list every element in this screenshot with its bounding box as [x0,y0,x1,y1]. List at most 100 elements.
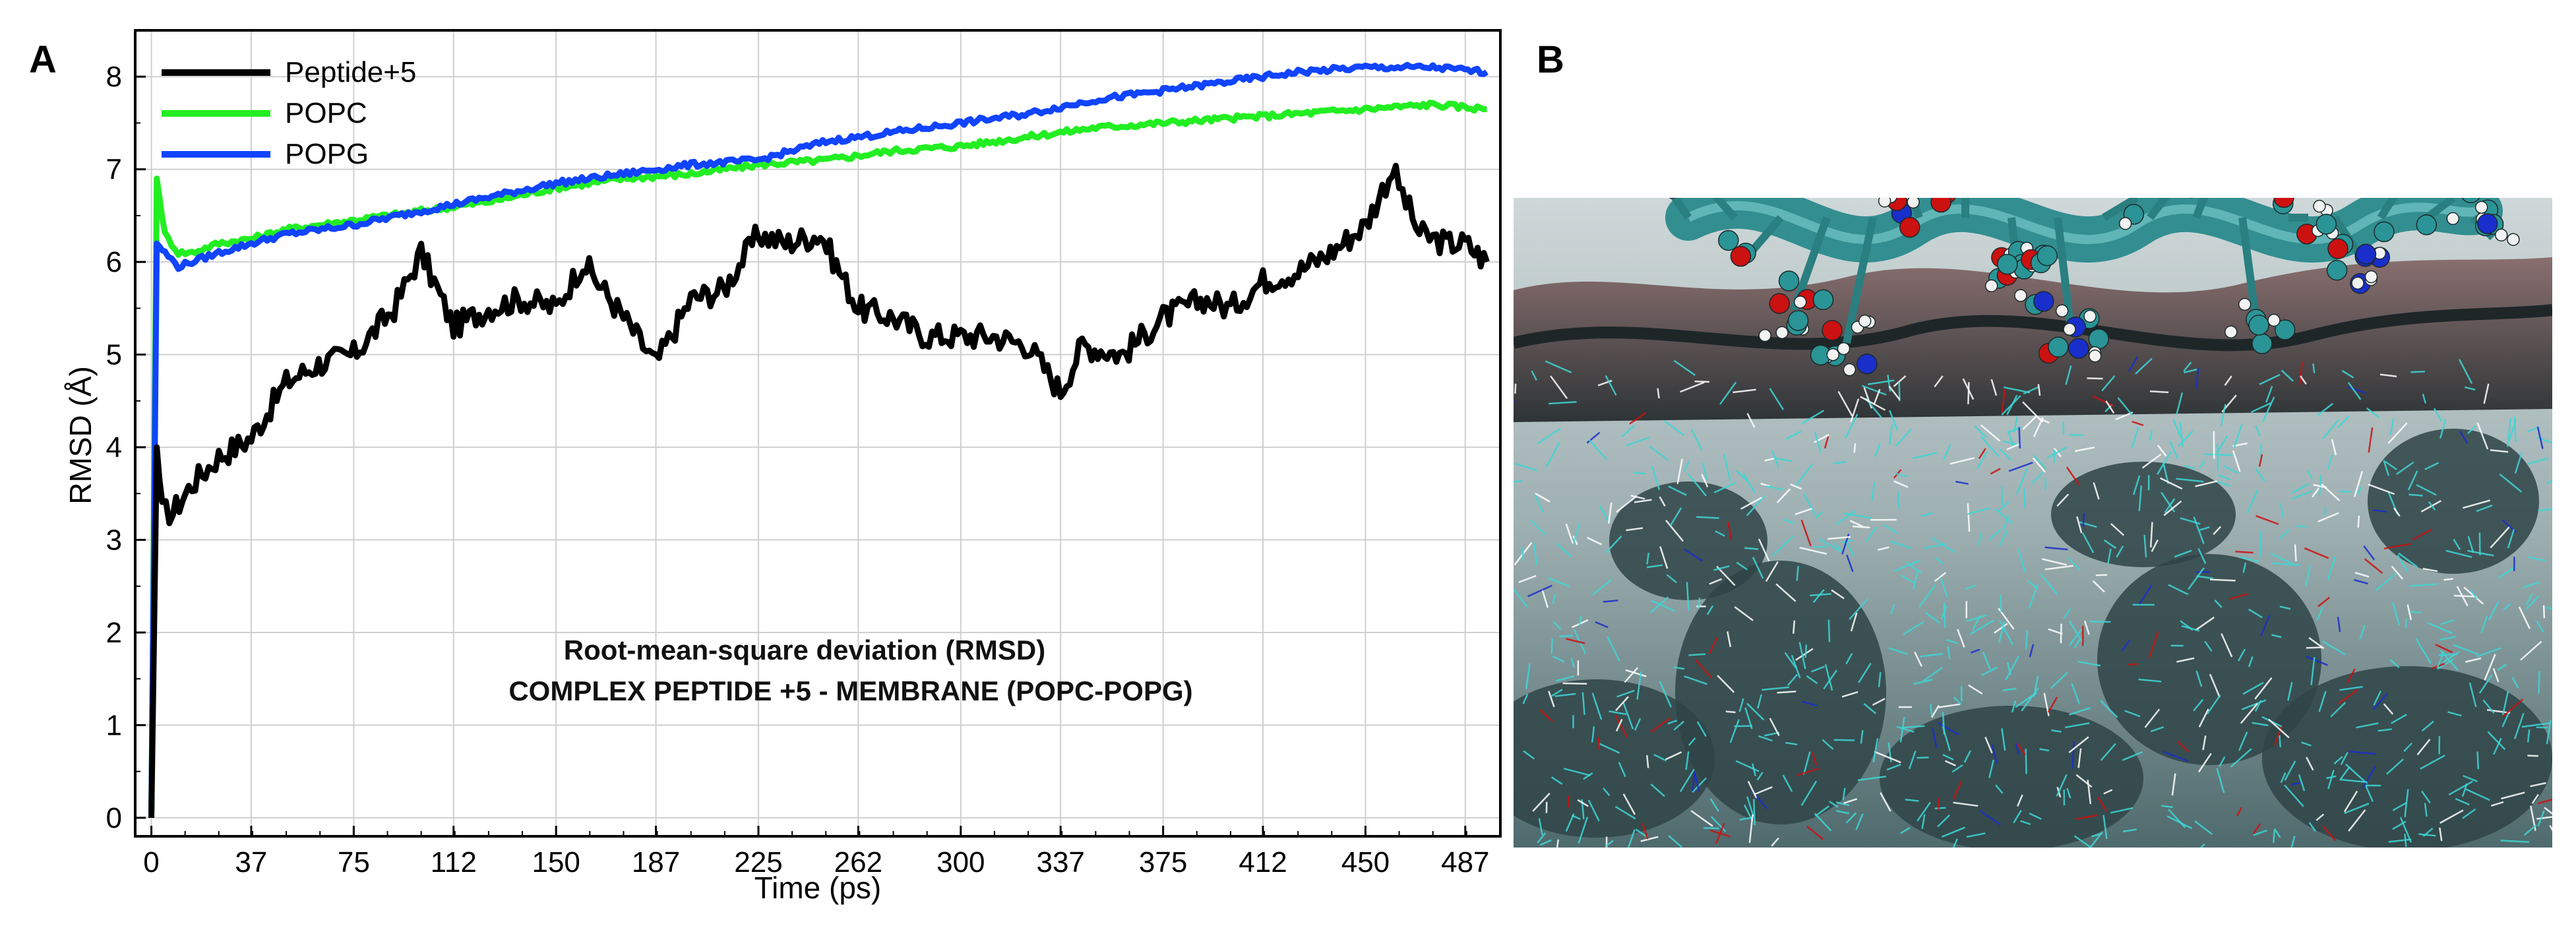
lipid-bond [1744,547,1759,550]
lipid-bond [1949,457,1975,465]
lipid-bond [2521,722,2551,728]
lipid-bond [1846,554,1854,572]
lipid-bond [1640,836,1659,842]
lipid-bond [2433,408,2443,422]
lipid-bond [1922,667,1943,682]
peptide-helix [1665,126,2520,377]
atom [1758,328,1771,342]
lipid-bond [2490,526,2511,549]
lipid-bond [1787,673,1798,687]
lipid-bond [2242,562,2247,573]
lipid-bond [2048,628,2063,635]
lipid-bond [1541,588,1549,608]
x-tick-label: 450 [1341,846,1390,879]
lipid-bond [1843,512,1872,519]
lipid-bond [2544,606,2552,610]
atom [2164,175,2176,187]
lipid-bond [2092,580,2105,593]
panel-label-a: A [29,38,57,81]
lipid-bond [1771,535,1794,557]
atom [1983,126,2003,146]
atom [2477,213,2498,234]
lipid-bond [1727,522,1733,540]
atom [1822,320,1843,341]
lipid-bond [1831,589,1845,600]
lipid-bond [2071,741,2075,769]
atom [1769,293,1790,314]
lipid-bond [2506,417,2512,447]
atom [1986,154,1998,166]
side-chain-bond [1670,198,1692,220]
lipid-bond [2252,823,2261,834]
lipid-bond [1523,750,1535,760]
lipid-bond [2069,706,2091,716]
lipid-bond [1785,430,1802,440]
lipid-bond [2163,500,2182,516]
lipid-bond [1937,814,1951,828]
atom [1837,342,1851,355]
lipid-bond [2223,465,2239,474]
lipid-bond [2197,753,2212,773]
lipid-bond [2403,742,2413,753]
lipid-bond [1790,483,1802,490]
lipid-bond [2476,504,2493,512]
lipid-bond [2502,698,2524,718]
lipid-bond [2254,677,2273,700]
lipid-bond [2490,449,2509,453]
lipid-bond [2290,836,2296,848]
atom [2088,328,2109,350]
lipid-bond [2436,652,2445,668]
lipid-bond [2193,698,2204,712]
lipid-bond [2493,737,2502,755]
lipid-bond [2546,720,2552,745]
atom [1843,363,1856,377]
lipid-bond [2063,608,2071,619]
lipid-bond [1663,419,1685,437]
lipid-bond [1861,385,1887,396]
lipid-bond [2520,640,2542,661]
x-tick-label: 0 [143,846,159,879]
lipid-bond [1806,675,1818,685]
lipid-bond [1978,448,1986,459]
lipid-bond [1917,801,1931,822]
lipid-bond [1940,577,1948,598]
lipid-bond [2246,489,2259,514]
lipid-bond [2255,514,2279,525]
lipid-bond [1942,712,1946,735]
lipid-bond [1775,583,1796,602]
lipid-bond [2075,774,2093,788]
lipid-bond [1683,460,1690,472]
lipid-bond [2321,640,2346,656]
lipid-bond [1814,433,1829,443]
lipid-bond [2032,457,2046,473]
lipid-bond [2259,374,2281,385]
lipid-bond [1849,520,1864,528]
lipid-bond [2488,601,2499,621]
side-chain-bond [2424,198,2456,221]
lipid-bond [2407,604,2412,621]
lipid-bond [2065,365,2072,385]
lipid-bond [1537,832,1547,844]
lipid-bond [2337,617,2341,633]
lipid-bond [1587,799,1600,822]
lipid-bond [2093,482,2100,500]
y-tick-label: 1 [106,709,122,741]
lipid-bond [1607,636,1620,662]
atom [1703,145,1715,157]
lipid-bond [2039,748,2050,752]
atom [2188,198,2194,199]
lipid-bond [2465,788,2490,801]
lipid-bond [2150,726,2164,733]
lipid-bond [1614,714,1628,739]
atom [1984,279,1998,293]
lipid-bond [2537,810,2545,826]
lipid-bond [1547,576,1570,588]
atom [1930,198,1951,213]
lipid-bond [2259,530,2262,559]
lipid-bond [2312,487,2320,498]
lipid-bond [1760,482,1770,487]
lipid-bond [1545,360,1572,374]
atom [1947,140,1967,160]
lipid-bond [2291,483,2310,494]
lipid-bond [2188,567,2205,590]
